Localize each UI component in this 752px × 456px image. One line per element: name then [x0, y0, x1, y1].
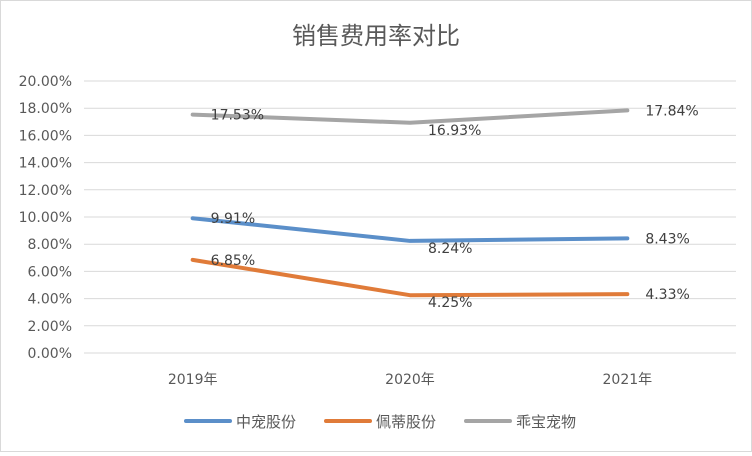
x-tick-label: 2019年 [168, 372, 218, 388]
data-label: 6.85% [211, 253, 255, 269]
data-label: 17.53% [211, 108, 264, 124]
data-label: 16.93% [428, 123, 481, 139]
y-tick-label: 4.00% [28, 292, 72, 308]
x-tick-label: 2021年 [603, 372, 653, 388]
y-tick-label: 2.00% [28, 319, 72, 335]
y-tick-label: 0.00% [28, 346, 72, 362]
legend-label: 中宠股份 [236, 413, 296, 431]
y-tick-label: 16.00% [19, 128, 72, 144]
y-tick-label: 6.00% [28, 264, 72, 280]
data-label: 8.24% [428, 241, 472, 257]
legend-label: 佩蒂股份 [376, 413, 436, 431]
y-tick-label: 20.00% [19, 74, 72, 90]
y-tick-label: 14.00% [19, 156, 72, 172]
y-tick-label: 8.00% [28, 237, 72, 253]
data-label: 17.84% [645, 103, 698, 119]
legend-label: 乖宝宠物 [516, 413, 576, 431]
y-tick-label: 18.00% [19, 101, 72, 117]
y-tick-label: 10.00% [19, 210, 72, 226]
data-label: 4.33% [645, 287, 689, 303]
chart-title: 销售费用率对比 [292, 22, 460, 50]
data-label: 9.91% [211, 211, 255, 227]
x-tick-label: 2020年 [385, 372, 435, 388]
data-label: 4.25% [428, 295, 472, 311]
data-label: 8.43% [645, 231, 689, 247]
y-tick-label: 12.00% [19, 183, 72, 199]
